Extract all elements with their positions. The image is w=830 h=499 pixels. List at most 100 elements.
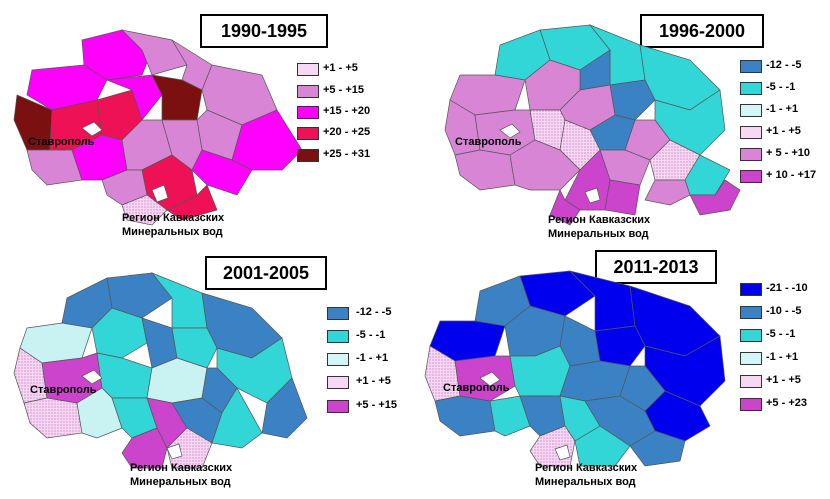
district [120,29,188,76]
legend-label: -10 - -5 [766,305,802,317]
legend-swatch [740,375,762,388]
district [434,395,496,437]
legend-swatch [297,85,319,98]
legend-label: +1 - +5 [356,375,391,387]
region-map [13,29,303,226]
districts [444,24,741,226]
legend-label: +5 - +15 [356,399,397,411]
stavropol-city [81,121,103,137]
legend-swatch [327,376,349,389]
city-label: Ставрополь [455,136,522,148]
legend-label: +5 - +23 [766,397,807,409]
legend-label: +25 - +31 [323,148,371,160]
district [166,427,213,469]
legend-label: -1 - +1 [766,103,799,115]
district [454,149,516,191]
panel-2001-2005: 2001-2005 [0,250,415,499]
legend-label: +20 - +25 [323,126,371,138]
region-map [13,272,308,469]
legend-swatch [297,106,319,119]
legend-label: -5 - -1 [766,81,796,93]
district [509,139,581,191]
district [121,427,168,469]
legend-swatch [740,306,762,319]
panel-1990-1995: 1990-1995 Ставрополь [0,0,415,250]
legend-label: -1 - +1 [356,352,389,364]
kmv-city [166,443,183,460]
city-label: Ставрополь [443,382,510,394]
district [629,430,686,467]
kmv-city [584,187,601,204]
stavropol-city [479,371,501,387]
district [549,189,581,226]
region-map [424,270,726,467]
legend-swatch [297,149,319,162]
districts [424,270,726,467]
legend-swatch [297,127,319,140]
region-label-line1: Регион Кавказских [130,462,233,474]
panel-title: 2001-2005 [205,256,327,290]
panel-title: 2011-2013 [595,250,717,284]
district [171,327,218,369]
region-label-line2: Минеральных вод [535,476,636,488]
legend-label: + 10 - +17 [766,169,817,181]
district [23,397,83,439]
city-label: Ставрополь [30,384,97,396]
legend-swatch [740,126,762,139]
legend-swatch [327,353,349,366]
legend-swatch [740,148,762,161]
legend-label: -5 - -1 [766,328,796,340]
region-label-line2: Минеральных вод [548,228,649,240]
district [594,325,646,367]
district [261,377,308,439]
legend-swatch [740,170,762,183]
stavropol-city [81,369,103,385]
stavropol-city [499,123,521,139]
panel-1996-2000: 1996-2000 [415,0,830,250]
legend-swatch [327,400,349,413]
region-label-line1: Регион Кавказских [535,462,638,474]
legend-label: -5 - -1 [356,329,386,341]
legend-swatch [740,60,762,73]
legend-label: +1 - +5 [766,125,801,137]
legend-swatch [740,104,762,117]
districts [13,29,303,226]
legend-label: -12 - -5 [766,59,802,71]
legend-swatch [327,307,349,320]
kmv-city [151,184,169,203]
district [689,179,741,216]
legend-swatch [297,63,319,76]
region-label-line2: Минеральных вод [122,226,223,238]
legend-swatch [740,283,762,296]
district [559,360,631,402]
legend-label: + 5 - +10 [766,147,811,159]
legend-label: +5 - +15 [323,84,364,96]
city-label: Ставрополь [28,136,95,148]
legend-swatch [740,82,762,95]
district [604,179,641,216]
district [609,79,656,121]
legend-swatch [740,329,762,342]
legend-label: -1 - +1 [766,351,799,363]
panel-title: 1990-1995 [200,14,328,48]
district [574,425,631,467]
kmv-city [554,444,571,461]
legend-label: +1 - +5 [323,62,358,74]
region-label-line2: Минеральных вод [130,476,231,488]
legend-label: -21 - -10 [766,282,808,294]
panel-2011-2013: 2011-2013 [415,250,830,499]
legend-label: +15 - +20 [323,105,371,117]
district [489,395,531,437]
legend-label: -12 - -5 [356,306,392,318]
legend-swatch [740,398,762,411]
district [166,184,218,221]
district [106,74,163,121]
region-map [444,24,741,226]
legend-label: +1 - +5 [766,374,801,386]
region-label-line1: Регион Кавказских [548,214,651,226]
legend-swatch [327,330,349,343]
panel-title: 1996-2000 [640,14,764,48]
district [121,194,168,226]
region-label-line1: Регион Кавказских [122,212,225,224]
district [211,387,263,449]
